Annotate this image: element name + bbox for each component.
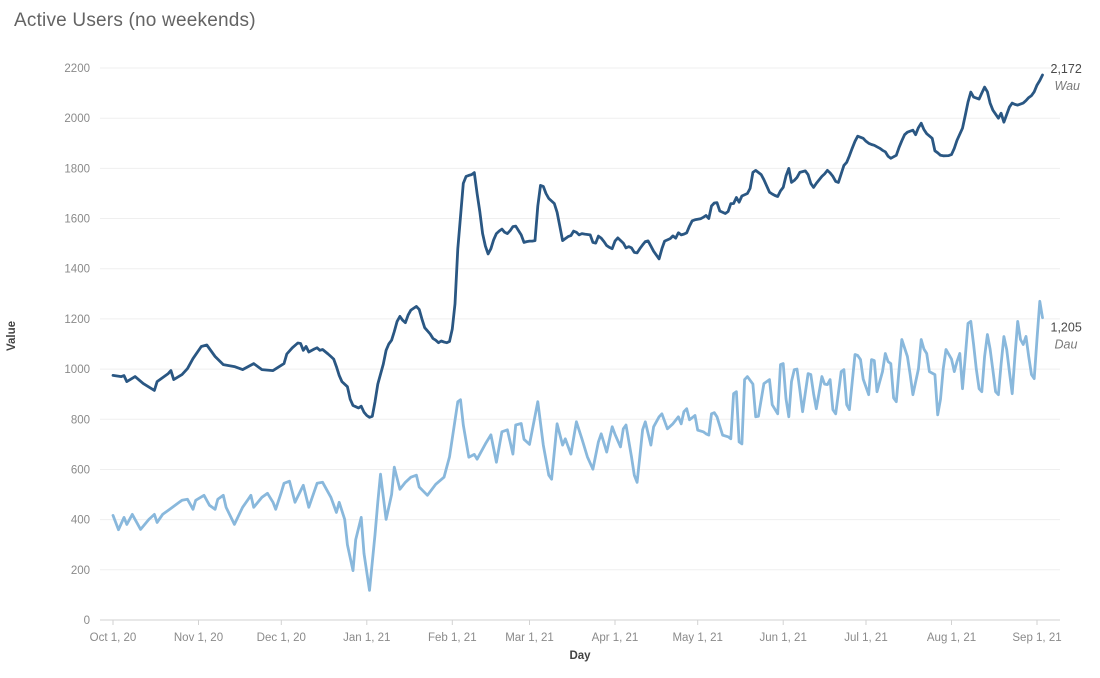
- y-tick-label: 2200: [64, 63, 90, 75]
- y-tick-label: 1400: [64, 264, 90, 276]
- y-tick-label: 1800: [64, 163, 90, 175]
- x-tick-label: Apr 1, 21: [592, 632, 639, 644]
- x-tick-label: Aug 1, 21: [927, 632, 976, 644]
- y-tick-label: 1200: [64, 314, 90, 326]
- chart-title: Active Users (no weekends): [14, 10, 256, 31]
- y-tick-label: 2000: [64, 113, 90, 125]
- x-tick-label: Dec 1, 20: [257, 632, 306, 644]
- y-tick-label: 1000: [64, 364, 90, 376]
- x-tick-label: Oct 1, 20: [90, 632, 137, 644]
- y-tick-label: 1600: [64, 214, 90, 226]
- series-line-dau[interactable]: [111, 299, 1044, 592]
- end-label-series-wau: Wau: [1055, 79, 1081, 93]
- x-tick-label: Nov 1, 20: [174, 632, 223, 644]
- y-tick-label: 800: [71, 414, 90, 426]
- y-tick-label: 0: [84, 615, 90, 627]
- x-tick-label: May 1, 21: [672, 632, 723, 644]
- end-label-value-wau: 2,172: [1051, 62, 1082, 76]
- x-tick-label: Feb 1, 21: [428, 632, 477, 644]
- x-tick-label: Jan 1, 21: [343, 632, 390, 644]
- x-tick-label: Jul 1, 21: [844, 632, 887, 644]
- y-tick-label: 600: [71, 465, 90, 477]
- x-tick-label: Sep 1, 21: [1012, 632, 1061, 644]
- x-axis-title: Day: [569, 650, 591, 662]
- y-tick-label: 200: [71, 565, 90, 577]
- end-label-value-dau: 1,205: [1051, 321, 1082, 335]
- y-tick-label: 400: [71, 515, 90, 527]
- series-line-wau[interactable]: [111, 73, 1044, 419]
- x-tick-label: Mar 1, 21: [505, 632, 554, 644]
- x-tick-label: Jun 1, 21: [760, 632, 807, 644]
- end-label-series-dau: Dau: [1055, 338, 1078, 352]
